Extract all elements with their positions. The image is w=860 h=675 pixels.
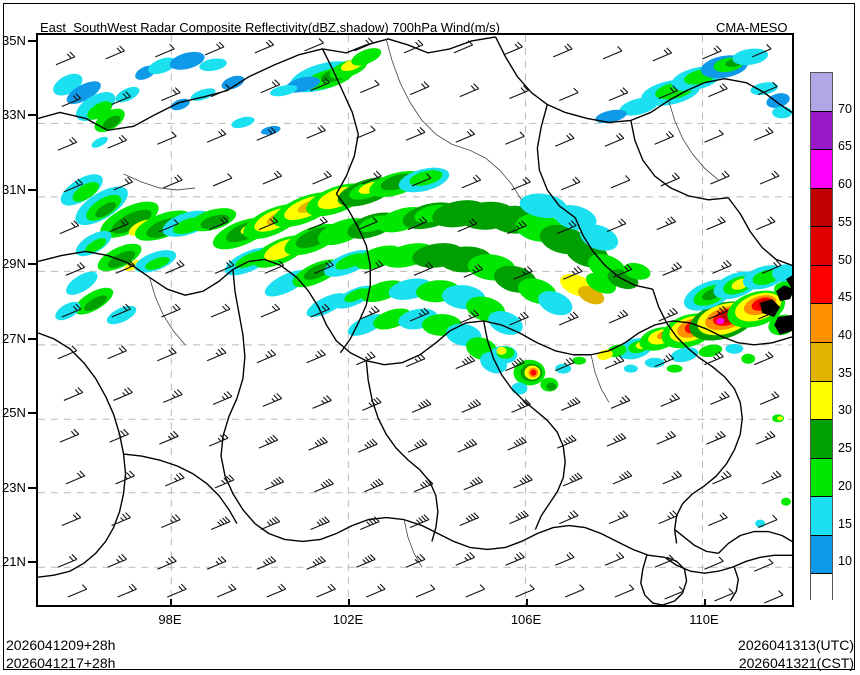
coastal-landmask	[760, 275, 792, 335]
xtick-label-1: 102E	[332, 612, 364, 627]
colorbar-tick-10: 10	[838, 554, 852, 569]
colorbar-band-55-60	[811, 188, 832, 228]
colorbar-band-30-35	[811, 381, 832, 421]
colorbar-band->70	[811, 73, 832, 112]
colorbar-band-60-65	[811, 150, 832, 189]
ytick-mark-0	[28, 40, 36, 42]
colorbar-tick-35: 35	[838, 365, 852, 380]
ytick-mark-3	[28, 263, 36, 265]
ytick-mark-7	[28, 561, 36, 563]
ytick-label-3: 29N	[2, 256, 26, 271]
colorbar-tick-50: 50	[838, 252, 852, 267]
colorbar-band-15-20	[811, 497, 832, 536]
colorbar-band-<10	[811, 574, 832, 612]
ytick-label-7: 21N	[2, 554, 26, 569]
colorbar-tick-20: 20	[838, 478, 852, 493]
xtick-label-0: 98E	[158, 612, 182, 627]
ytick-label-6: 23N	[2, 480, 26, 495]
province-boundaries	[38, 36, 792, 605]
ytick-mark-1	[28, 114, 36, 116]
footer-valid-time-cst: 2026041321(CST)	[738, 655, 854, 671]
radar-reflectivity-layer	[53, 48, 792, 528]
colorbar-tick-45: 45	[838, 290, 852, 305]
xtick-mark-0	[170, 599, 172, 607]
ytick-label-2: 31N	[2, 182, 26, 197]
page-title: East_SouthWest Radar Composite Reflectiv…	[40, 20, 501, 35]
colorbar-band-35-40	[811, 342, 832, 382]
secondary-boundaries	[123, 38, 719, 568]
footer-init-time-cst: 2026041217+28h	[6, 655, 116, 671]
xtick-mark-3	[704, 599, 706, 607]
model-tag: CMA-MESO	[716, 20, 788, 35]
ytick-label-5: 25N	[2, 405, 26, 420]
ytick-label-0: 35N	[2, 33, 26, 48]
colorbar-band-50-55	[811, 227, 832, 266]
reflectivity-colorbar[interactable]	[810, 72, 833, 612]
xtick-label-2: 106E	[510, 612, 542, 627]
colorbar-tick-70: 70	[838, 101, 852, 116]
colorbar-band-10-15	[811, 535, 832, 575]
page-border	[3, 3, 855, 670]
radar-map-svg	[38, 35, 792, 605]
ytick-mark-4	[28, 338, 36, 340]
ytick-label-1: 33N	[2, 107, 26, 122]
ytick-mark-6	[28, 487, 36, 489]
colorbar-tick-55: 55	[838, 214, 852, 229]
colorbar-band-45-50	[811, 265, 832, 305]
ytick-label-4: 27N	[2, 331, 26, 346]
ytick-mark-2	[28, 189, 36, 191]
colorbar-tick-15: 15	[838, 516, 852, 531]
colorbar-tick-40: 40	[838, 328, 852, 342]
footer-valid-time-utc: 2026041313(UTC)	[738, 637, 854, 653]
colorbar-tick-65: 65	[838, 139, 852, 154]
colorbar-tick-25: 25	[838, 441, 852, 456]
xtick-mark-1	[348, 599, 350, 607]
colorbar-band-25-30	[811, 420, 832, 459]
footer-init-time-utc: 2026041209+28h	[6, 637, 116, 653]
colorbar-band-40-45	[811, 304, 832, 343]
colorbar-band-65-70	[811, 111, 832, 151]
colorbar-tick-30: 30	[838, 403, 852, 418]
radar-map-plot[interactable]	[36, 33, 794, 607]
xtick-label-3: 110E	[689, 612, 719, 627]
ytick-mark-5	[28, 412, 36, 414]
colorbar-band-20-25	[811, 458, 832, 498]
xtick-mark-2	[526, 599, 528, 607]
colorbar-tick-60: 60	[838, 177, 852, 192]
